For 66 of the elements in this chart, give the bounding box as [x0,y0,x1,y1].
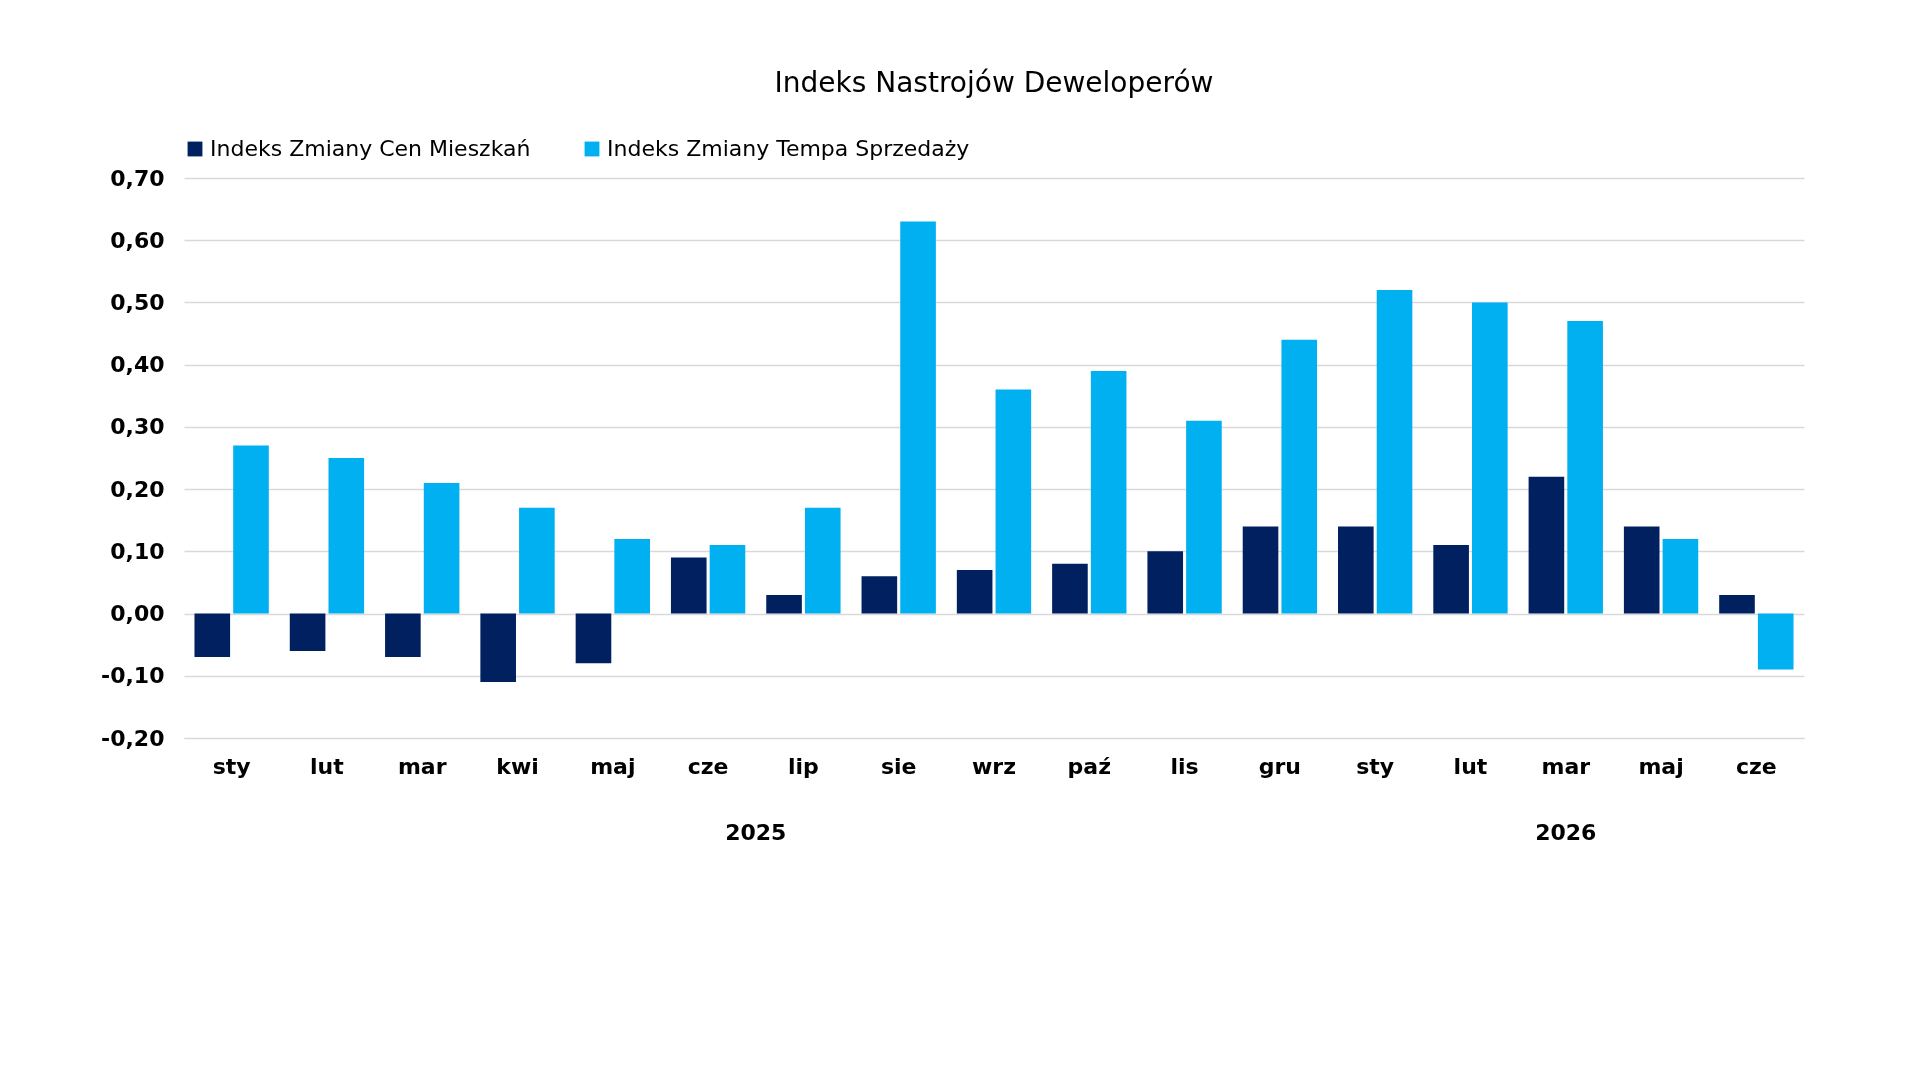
bar [233,445,269,614]
x-tick-label: paź [1067,753,1111,779]
y-tick-label: 0,10 [110,538,165,564]
bar [1528,476,1565,614]
bar [1090,370,1127,614]
text: 2026 [1535,820,1597,845]
bar [1186,420,1222,614]
bar [1338,526,1374,614]
y-tick-label: 0,50 [110,289,165,315]
bar [1433,545,1469,614]
bar [423,482,460,614]
bar [289,613,326,651]
bar [956,570,993,614]
y-tick-label: 0,20 [110,476,165,502]
bar [1052,563,1088,614]
bar [670,557,707,614]
x-tick-label: maj [590,753,636,779]
x-tick-label: lut [310,753,345,779]
bar [1472,302,1508,614]
legend-label: Indeks Zmiany Cen Mieszkań [210,136,531,161]
bar [1623,526,1660,614]
x-tick-label: cze [687,753,729,779]
bar [614,538,650,614]
bar [1281,339,1318,614]
bar [1242,526,1279,614]
x-tick-label: mar [397,753,447,779]
text: 2025 [725,820,787,845]
x-tick-label: lip [787,753,819,779]
bar [519,507,555,614]
x-tick-label: sty [1356,753,1395,779]
bar [385,613,421,658]
bar [1757,613,1794,670]
bar [328,458,365,614]
y-tick-label: -0,20 [101,725,165,751]
x-tick-label: wrz [972,753,1016,779]
x-tick-label: sie [880,753,917,779]
bar [1147,551,1184,614]
chart-title: Indeks Nastrojów Deweloperów [774,66,1214,99]
y-tick-label: -0,10 [101,663,165,689]
x-tick-label: mar [1541,753,1591,779]
bar [480,613,516,682]
x-tick-label: lis [1170,753,1199,779]
bar [194,613,231,658]
x-tick-label: gru [1258,753,1302,779]
x-tick-label: maj [1638,753,1684,779]
bar [709,545,746,614]
y-tick-label: 0,40 [110,352,165,378]
bar [1376,290,1413,614]
bar [575,613,612,664]
bar [1662,538,1699,614]
y-tick-label: 0,60 [110,227,165,253]
y-tick-label: 0,00 [110,601,165,627]
x-tick-label: sty [212,753,251,779]
bar [1719,594,1755,614]
bar [766,594,802,614]
legend-label: Indeks Zmiany Tempa Sprzedaży [607,136,970,161]
x-tick-label: lut [1453,753,1488,779]
bar [861,576,898,614]
y-tick-label: 0,30 [110,414,165,440]
x-tick-label: kwi [496,753,539,779]
x-tick-label: cze [1735,753,1777,779]
bar [1567,321,1603,614]
bar [995,389,1032,614]
bar [804,507,841,614]
bar [900,221,936,614]
y-tick-label: 0,70 [110,165,165,191]
